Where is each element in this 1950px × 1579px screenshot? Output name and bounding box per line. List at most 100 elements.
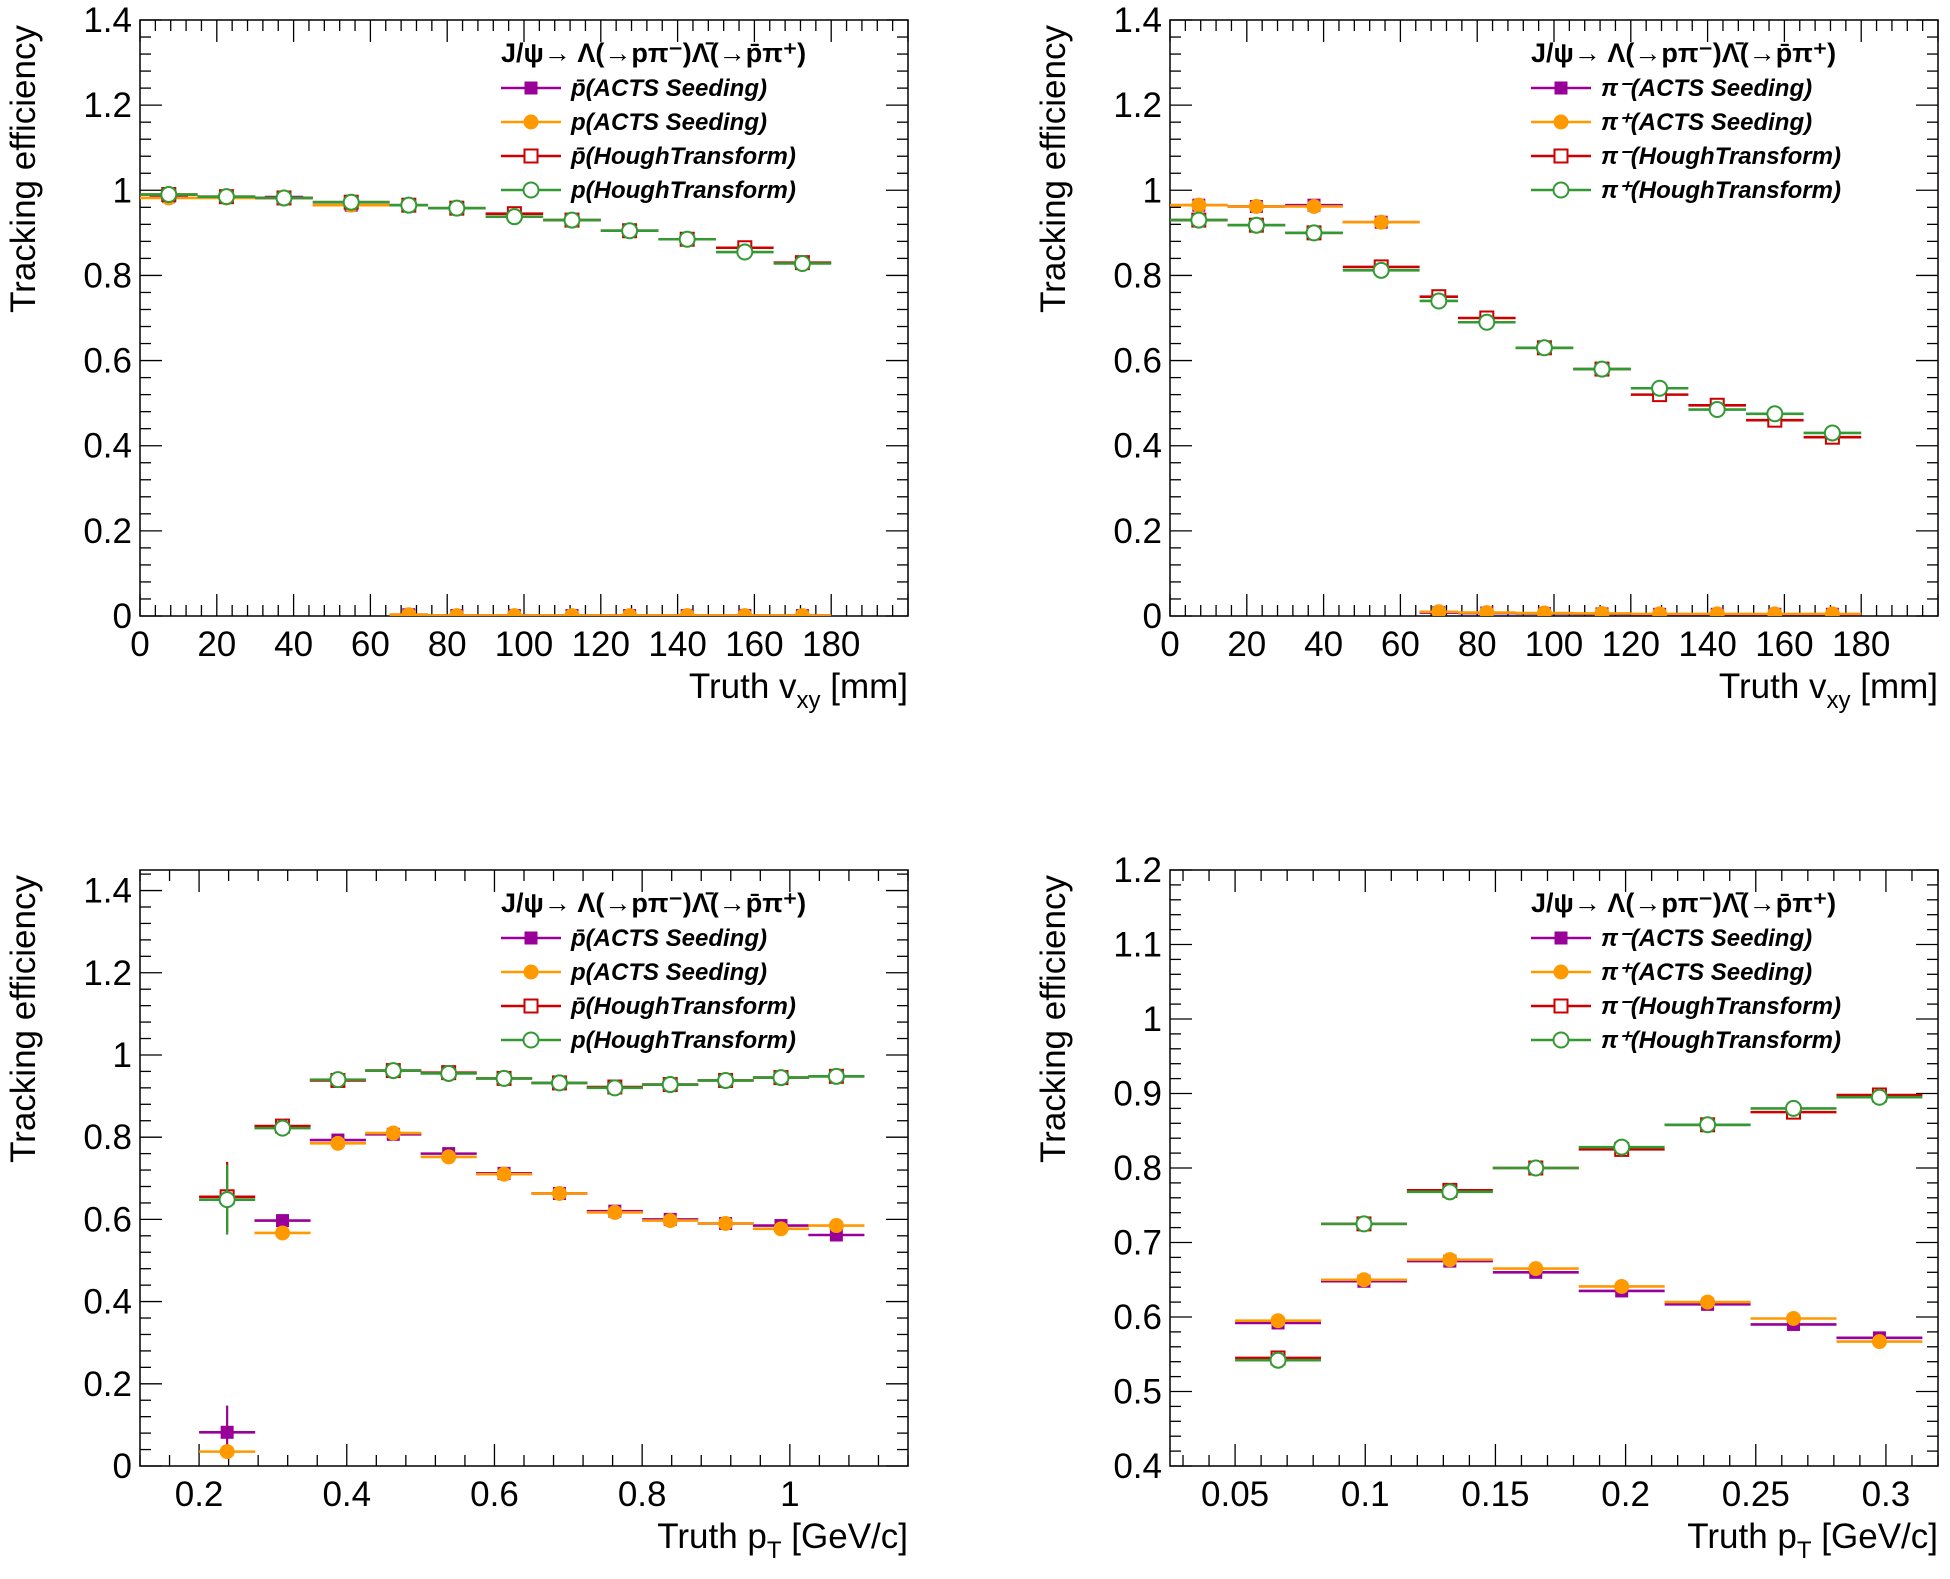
legend-marker [1553, 114, 1569, 130]
data-point [1593, 360, 1611, 378]
data-point [274, 1119, 292, 1137]
x-tick-label: 140 [648, 625, 706, 664]
series-2 [1170, 212, 1862, 445]
data-point [1700, 1294, 1716, 1310]
data-point [217, 188, 235, 206]
x-tick-label: 1 [780, 1475, 799, 1514]
y-tick-label: 1 [113, 1036, 132, 1075]
x-tick-label: 0.3 [1862, 1475, 1911, 1514]
series-1 [140, 190, 832, 616]
series-3 [1170, 211, 1862, 442]
legend-title: J/ψ→ Λ(→pπ⁻)Λ̄(→p̄π⁺) [501, 38, 806, 68]
legend-marker [523, 114, 539, 130]
series-3 [140, 186, 832, 273]
legend-label: π⁻(ACTS Seeding) [1601, 75, 1812, 102]
x-tick-label: 20 [1227, 625, 1266, 664]
series-0 [199, 1127, 865, 1460]
data-point [1786, 1310, 1802, 1326]
data-point [1651, 379, 1669, 397]
x-tick-label: 0.4 [322, 1475, 371, 1514]
legend-label: π⁺(ACTS Seeding) [1601, 959, 1812, 986]
data-point [401, 607, 417, 616]
data-point [440, 1064, 458, 1082]
data-point [737, 608, 753, 616]
legend-entry: p̄(HoughTransform) [501, 143, 796, 170]
x-tick-label: 100 [495, 625, 553, 664]
y-tick-label: 1.2 [83, 86, 132, 125]
legend-marker [1552, 181, 1570, 199]
data-point [678, 230, 696, 248]
series-1 [1170, 197, 1862, 616]
x-tick-label: 0 [130, 625, 149, 664]
legend-entry: π⁺(ACTS Seeding) [1531, 959, 1812, 986]
legend-marker [1553, 964, 1569, 980]
y-tick-label: 1 [1143, 1000, 1162, 1039]
data-point [1652, 606, 1668, 616]
x-tick-label: 120 [1602, 625, 1660, 664]
y-axis-title: Tracking efficiency [1034, 25, 1073, 313]
legend-marker [1554, 931, 1568, 945]
data-point [1479, 605, 1495, 616]
legend-entry: π⁻(HoughTransform) [1531, 993, 1841, 1020]
data-point [1766, 405, 1784, 423]
x-tick-label: 140 [1678, 625, 1736, 664]
data-point [1823, 424, 1841, 442]
y-tick-label: 0.5 [1113, 1373, 1162, 1412]
data-point [563, 211, 581, 229]
data-point [1708, 401, 1726, 419]
legend-label: p̄(HoughTransform) [570, 993, 796, 1020]
data-point [505, 208, 523, 226]
chart-panel-pion_vxy: 0 20 40 60 80 100 120 140 160 180 0 0.2 0.4 0.6 0.8 1 1.… [1034, 1, 1939, 714]
data-point [329, 1071, 347, 1089]
data-point [828, 1218, 844, 1234]
legend-entry: p̄(ACTS Seeding) [501, 75, 767, 102]
legend-marker [522, 181, 540, 199]
legend-label: p̄(HoughTransform) [570, 143, 796, 170]
legend-label: π⁺(HoughTransform) [1601, 1027, 1841, 1054]
data-point [1528, 1261, 1544, 1277]
data-point [1824, 606, 1840, 616]
y-tick-label: 1.4 [83, 872, 132, 911]
data-point [773, 1221, 789, 1237]
data-point [1614, 1278, 1630, 1294]
data-point [275, 189, 293, 207]
x-tick-label: 60 [1381, 625, 1420, 664]
data-point [621, 222, 639, 240]
legend-label: p(HoughTransform) [570, 177, 796, 204]
legend-title: J/ψ→ Λ(→pπ⁻)Λ̄(→p̄π⁺) [1531, 38, 1836, 68]
legend-marker [1553, 998, 1569, 1014]
data-point [330, 1135, 346, 1151]
data-point [1441, 1183, 1459, 1201]
plot-frame [139, 869, 909, 1467]
series-2 [1235, 1087, 1923, 1366]
data-point [794, 608, 810, 616]
y-tick-label: 1.4 [83, 1, 132, 40]
series-2 [199, 1063, 865, 1232]
legend-entry: π⁺(HoughTransform) [1531, 1027, 1841, 1054]
legend: J/ψ→ Λ(→pπ⁻)Λ̄(→p̄π⁺) p̄(ACTS Seeding) p(A… [501, 888, 806, 1054]
data-point [827, 1067, 845, 1085]
data-point [495, 1069, 513, 1087]
data-point [662, 1213, 678, 1229]
legend-marker [522, 1031, 540, 1049]
x-tick-label: 0.2 [175, 1475, 224, 1514]
y-tick-label: 1.2 [1113, 86, 1162, 125]
legend-marker [1554, 81, 1568, 95]
legend-entry: π⁻(ACTS Seeding) [1531, 925, 1812, 952]
y-tick-label: 1.2 [1113, 851, 1162, 890]
y-tick-label: 0.4 [1113, 427, 1162, 466]
data-point [1247, 216, 1265, 234]
data-point [679, 608, 695, 616]
legend-entry: p(HoughTransform) [501, 1027, 796, 1054]
chart-panel-proton_pt: 0.2 0.4 0.6 0.8 1 0 0.2 0.4 0.6 0.8 1 1.2 1.4 Trackin… [4, 869, 909, 1564]
legend-entry: π⁻(ACTS Seeding) [1531, 75, 1812, 102]
y-tick-label: 0.8 [1113, 256, 1162, 295]
legend-title: J/ψ→ Λ(→pπ⁻)Λ̄(→p̄π⁺) [1531, 888, 1836, 918]
x-axis-title: Truth pT [GeV/c] [657, 1517, 908, 1564]
x-tick-label: 100 [1525, 625, 1583, 664]
y-tick-label: 0.9 [1113, 1075, 1162, 1114]
y-tick-label: 1.4 [1113, 1, 1162, 40]
data-point [622, 608, 638, 616]
data-point [1767, 606, 1783, 616]
